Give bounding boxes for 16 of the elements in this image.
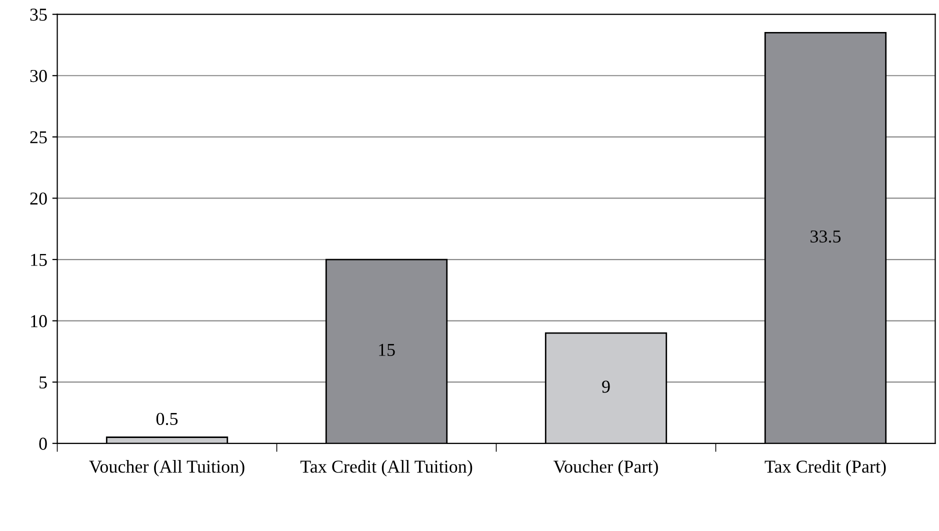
y-tick-label: 5: [40, 376, 47, 389]
data-label: 33.5: [810, 230, 841, 243]
x-tick-label: Tax Credit (All Tuition): [300, 460, 472, 476]
y-tick-label: 35: [30, 8, 47, 21]
y-tick-label: 10: [31, 315, 47, 328]
data-label: 15: [379, 344, 395, 356]
x-tick-label: Voucher (Part): [553, 460, 658, 476]
y-tick-label: 25: [30, 131, 47, 144]
data-label: 9: [602, 380, 610, 393]
y-tick-label: 0: [39, 438, 47, 450]
y-tick-label: 20: [30, 192, 47, 205]
data-label: 0.5: [156, 412, 178, 426]
x-tick-label: Tax Credit (Part): [764, 460, 886, 476]
y-tick-label: 30: [30, 70, 47, 82]
y-tick-label: 15: [31, 254, 47, 266]
x-tick-label: Voucher (All Tuition): [89, 460, 244, 476]
